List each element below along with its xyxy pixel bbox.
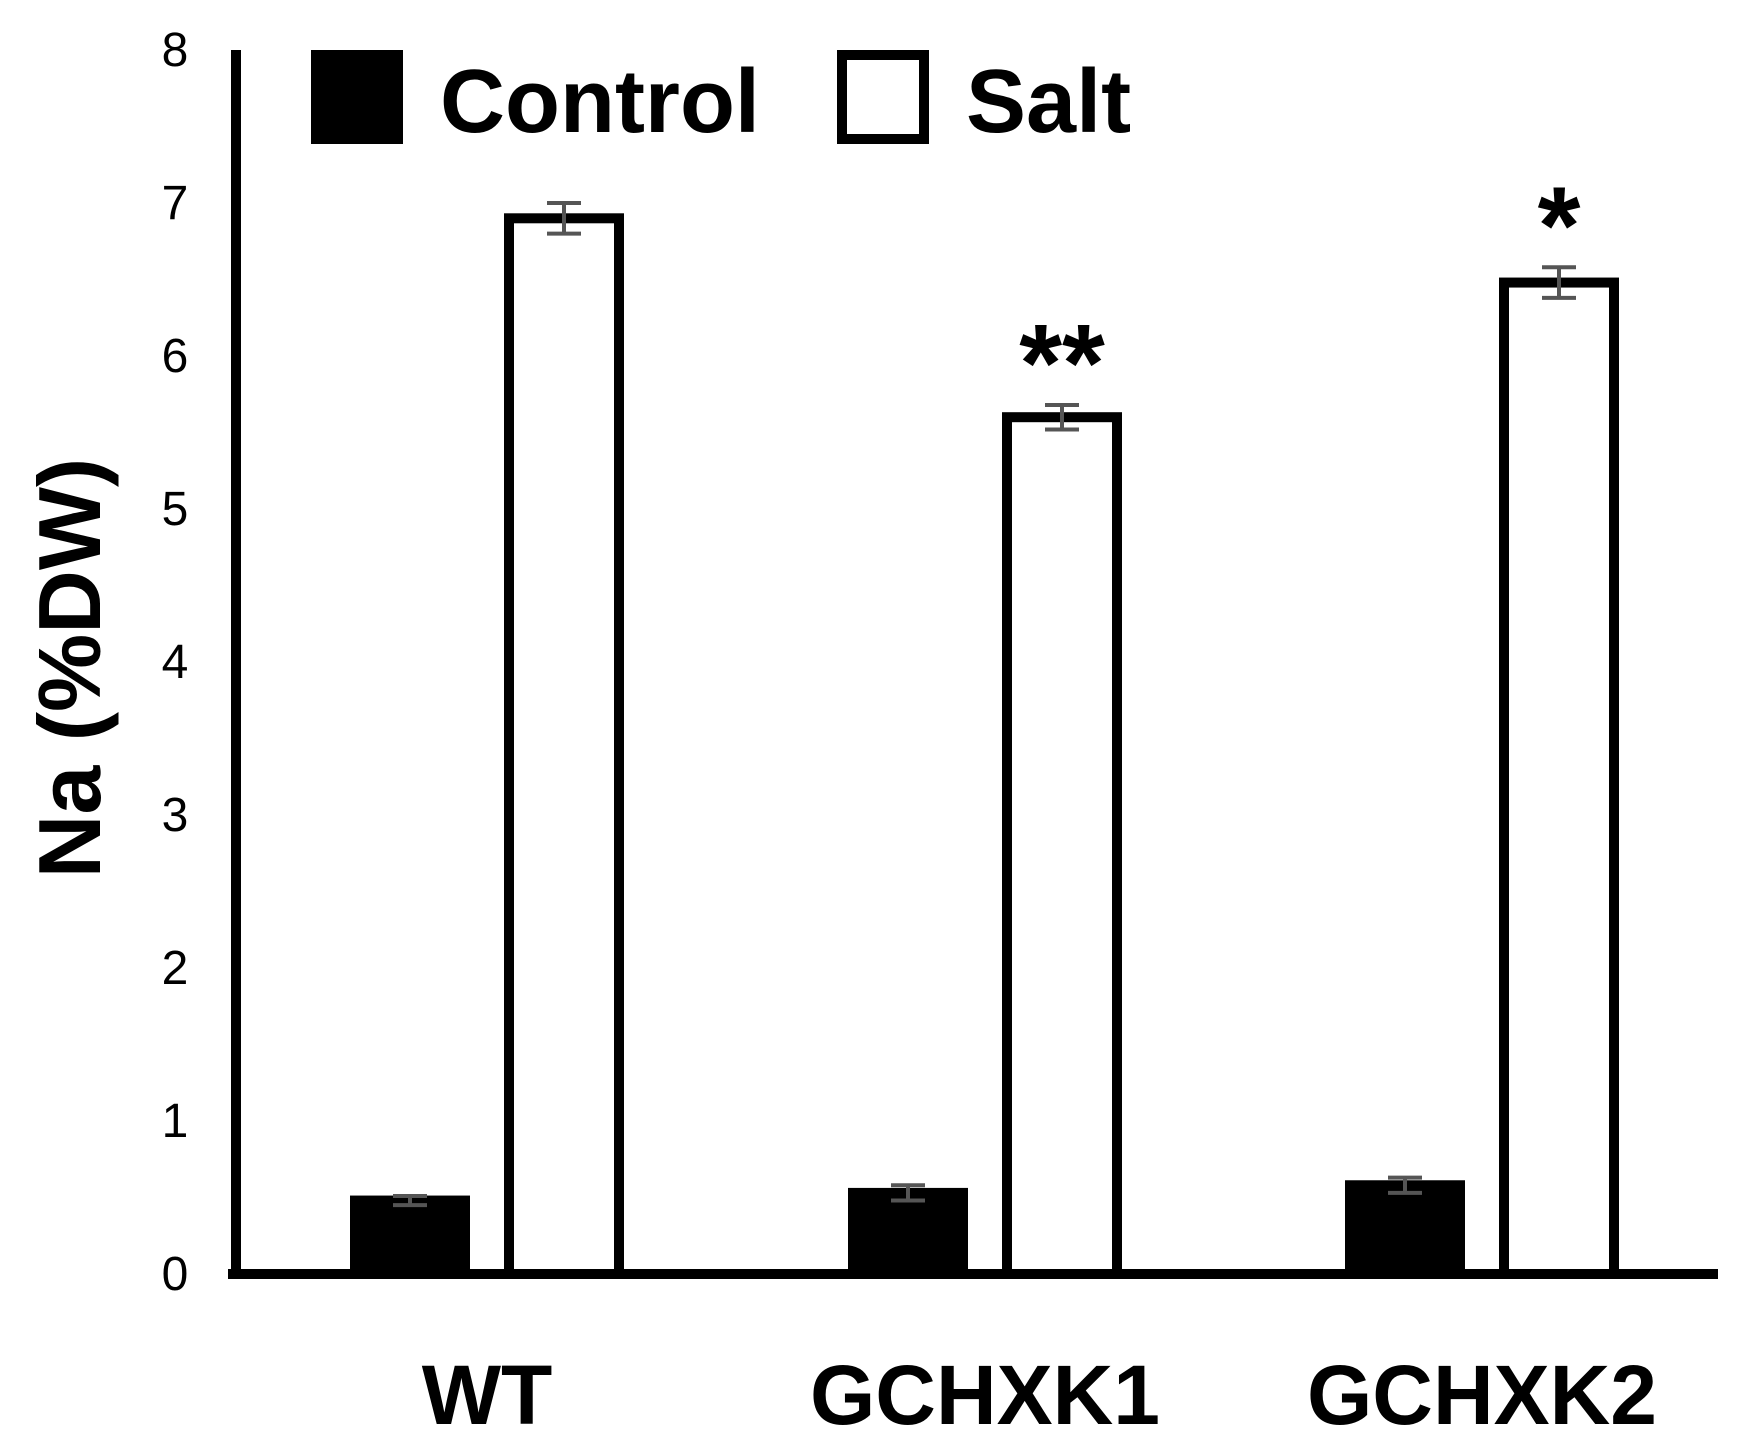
bar-salt-wt [504, 213, 624, 1279]
error-bar [1388, 1175, 1422, 1195]
bar-control-gchxk2 [1345, 1180, 1465, 1280]
error-bar [547, 201, 581, 236]
error-bars [393, 201, 1576, 1208]
bar-salt-gchxk2 [1499, 277, 1619, 1279]
significance-annotations: *** [1019, 164, 1580, 425]
y-axis-title: Na (%DW) [20, 458, 119, 878]
y-tick-label: 8 [162, 24, 189, 77]
x-axis-labels: WT GCHXK1 GCHXK2 [422, 1348, 1657, 1441]
significance-marker: ** [1019, 302, 1105, 425]
axes [228, 50, 1718, 1279]
error-bar [1045, 402, 1079, 432]
error-bar [891, 1183, 925, 1203]
error-bar [1542, 265, 1576, 300]
y-tick-label: 1 [162, 1095, 189, 1148]
bar-control-gchxk1 [848, 1187, 968, 1280]
bar-salt-gchxk1 [1002, 412, 1122, 1279]
x-tick-label: GCHXK1 [810, 1348, 1160, 1441]
legend-item-control: Control [311, 50, 760, 152]
y-axis-label: Na (%DW) [20, 458, 119, 878]
bar-control-wt [350, 1195, 470, 1280]
x-tick-label: GCHXK2 [1307, 1348, 1657, 1441]
legend-swatch [837, 50, 929, 144]
y-tick-label: 6 [162, 330, 189, 383]
significance-marker: * [1538, 164, 1581, 287]
legend-label: Control [440, 52, 760, 152]
y-axis-ticks: 0 1 2 3 4 5 6 7 8 [162, 24, 189, 1301]
y-tick-label: 4 [162, 636, 189, 689]
error-bar [393, 1193, 427, 1208]
legend-swatch [311, 50, 403, 144]
legend-label: Salt [966, 52, 1131, 152]
y-tick-label: 7 [162, 177, 189, 230]
y-tick-label: 2 [162, 942, 189, 995]
y-tick-label: 5 [162, 483, 189, 536]
y-tick-label: 3 [162, 789, 189, 842]
legend-item-salt: Salt [837, 50, 1131, 152]
bars [350, 213, 1619, 1280]
y-tick-label: 0 [162, 1248, 189, 1301]
x-tick-label: WT [422, 1348, 553, 1441]
legend: Control Salt [311, 50, 1131, 152]
